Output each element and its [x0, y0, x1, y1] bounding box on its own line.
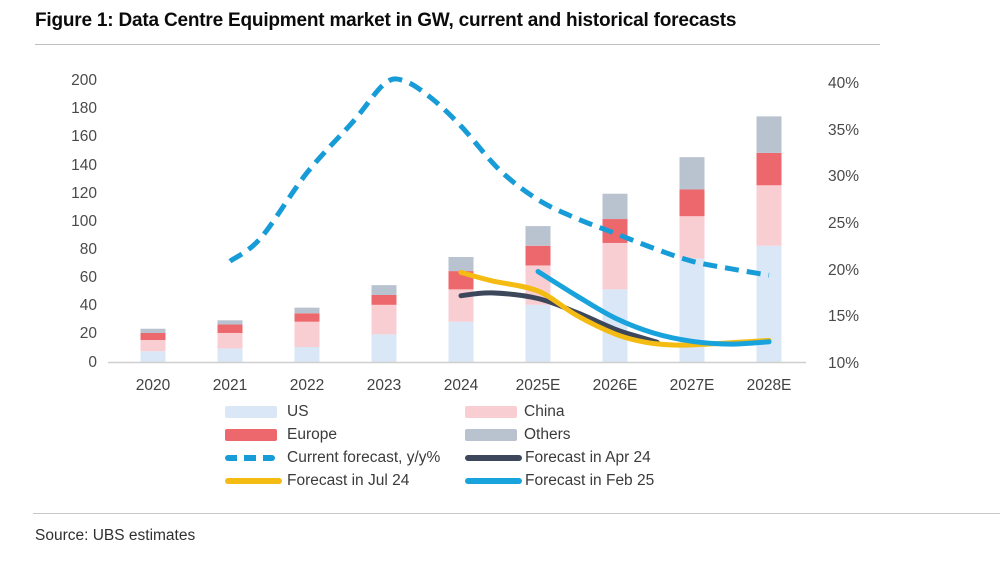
bar-segment-us-2021	[217, 348, 243, 363]
x-axis-label: 2023	[366, 377, 402, 394]
y-axis-left-label: 40	[79, 297, 97, 315]
y-axis-right-label: 25%	[828, 214, 860, 232]
y-axis-right-label: 15%	[828, 308, 860, 326]
source-note: Source: UBS estimates	[35, 527, 196, 544]
legend-swatch-europe	[225, 429, 277, 441]
bar-segment-europe-2025e	[525, 245, 551, 266]
bar-segment-china-2023	[371, 304, 397, 335]
bar-segment-others-2026e	[602, 193, 628, 220]
y-axis-left-label: 120	[71, 184, 97, 202]
legend-label-us: US	[287, 403, 309, 420]
x-axis-label: 2024	[443, 377, 479, 394]
bar-segment-china-2021	[217, 332, 243, 349]
bar-segment-us-2025e	[525, 304, 551, 363]
y-axis-left-label: 200	[71, 72, 97, 90]
y-axis-right-label: 40%	[828, 75, 860, 93]
legend-swatch-us	[225, 406, 277, 418]
legend-label-china: China	[524, 403, 565, 420]
bar-segment-others-2021	[217, 320, 243, 325]
legend-swatch-others	[465, 429, 517, 441]
bar-segment-china-2020	[140, 339, 166, 352]
bar-segment-us-2023	[371, 334, 397, 363]
legend-label-forecast-in-apr-24: Forecast in Apr 24	[525, 449, 651, 466]
y-axis-left-label: 80	[79, 240, 97, 258]
y-axis-right-label: 30%	[828, 168, 860, 186]
bar-segment-others-2023	[371, 285, 397, 295]
legend-label-others: Others	[524, 426, 571, 443]
bar-segment-others-2022	[294, 307, 320, 314]
line-current-forecast-y-y	[228, 76, 770, 278]
y-axis-left-label: 100	[71, 212, 97, 230]
y-axis-left-label: 0	[88, 353, 97, 371]
legend-swatch-china	[465, 406, 517, 418]
x-axis-label: 2020	[135, 377, 171, 394]
bar-segment-china-2027e	[679, 216, 705, 259]
x-axis-label: 2026E	[592, 377, 638, 394]
x-axis-label: 2022	[289, 377, 325, 394]
bar-segment-others-2027e	[679, 157, 705, 190]
y-axis-left-label: 20	[79, 325, 97, 343]
x-axis-label: 2021	[212, 377, 248, 394]
x-axis-label: 2025E	[515, 377, 561, 394]
y-axis-left-label: 180	[71, 100, 97, 118]
bar-segment-europe-2021	[217, 324, 243, 333]
source-divider	[33, 513, 1000, 514]
legend-label-forecast-in-feb-25: Forecast in Feb 25	[525, 472, 655, 489]
figure-title: Figure 1: Data Centre Equipment market i…	[35, 10, 737, 31]
y-axis-left-label: 140	[71, 156, 97, 174]
legend-swatch-forecast-in-jul-24	[225, 478, 282, 484]
bar-segment-others-2025e	[525, 226, 551, 246]
y-axis-left-label: 60	[79, 269, 97, 287]
line-forecast-in-apr-24	[458, 290, 660, 345]
x-axis-label: 2028E	[746, 377, 792, 394]
bar-segment-others-2028e	[756, 116, 782, 153]
legend-swatch-forecast-in-apr-24	[465, 455, 522, 461]
legend-swatch-forecast-in-feb-25	[465, 478, 522, 484]
bar-segment-europe-2022	[294, 313, 320, 322]
legend-label-europe: Europe	[287, 426, 337, 443]
y-axis-left-label: 160	[71, 128, 97, 146]
bar-segment-europe-2020	[140, 332, 166, 340]
bar-segment-europe-2028e	[756, 152, 782, 186]
y-axis-right-label: 10%	[828, 354, 860, 372]
y-axis-right-label: 35%	[828, 121, 860, 139]
bar-segment-others-2020	[140, 328, 166, 333]
y-axis-right-label: 20%	[828, 261, 860, 279]
bar-segment-europe-2023	[371, 294, 397, 305]
title-divider	[35, 44, 880, 45]
x-axis-label: 2027E	[669, 377, 715, 394]
bar-segment-us-2020	[140, 351, 166, 363]
line-forecast-in-feb-25	[535, 269, 772, 347]
bar-segment-china-2026e	[602, 242, 628, 290]
bar-segment-china-2022	[294, 321, 320, 348]
legend-label-current-forecast-y-y: Current forecast, y/y%	[287, 449, 441, 466]
bar-segment-others-2024	[448, 257, 474, 272]
bar-segment-china-2028e	[756, 185, 782, 246]
bar-segment-europe-2027e	[679, 189, 705, 217]
legend-swatch-current-forecast-y-y	[225, 455, 275, 461]
bar-segment-us-2022	[294, 347, 320, 363]
legend-label-forecast-in-jul-24: Forecast in Jul 24	[287, 472, 410, 489]
bar-segment-us-2024	[448, 321, 474, 363]
